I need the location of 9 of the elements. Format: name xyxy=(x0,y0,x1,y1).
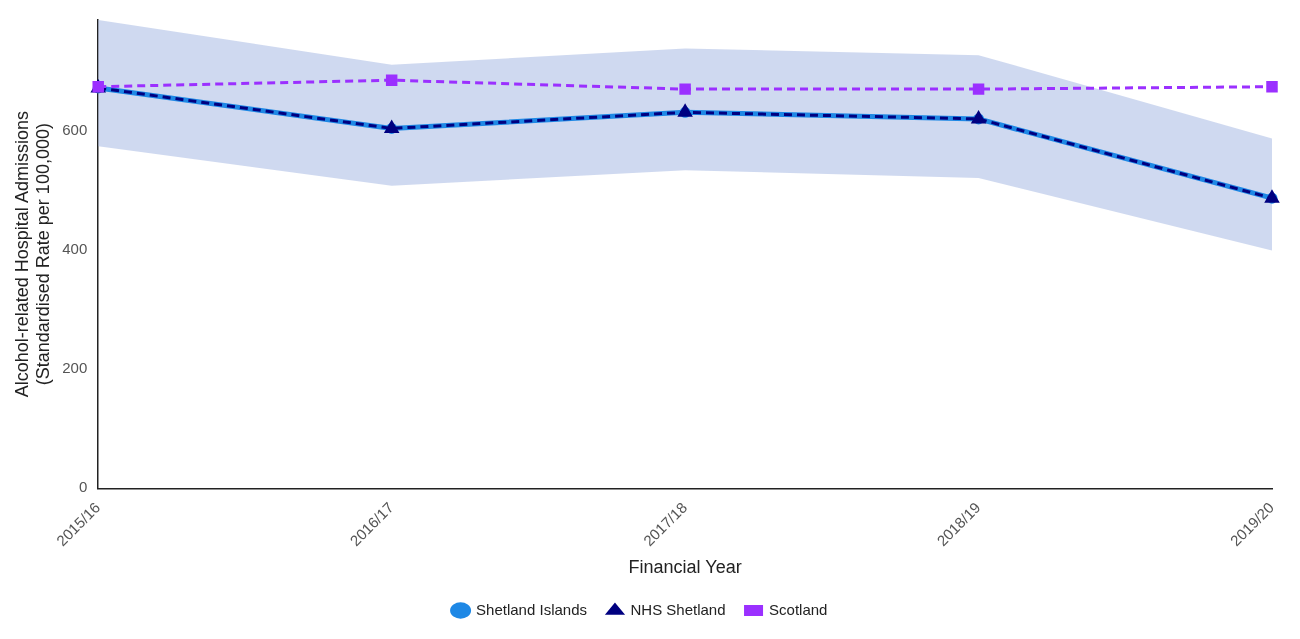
y-tick-label: 600 xyxy=(62,120,88,138)
y-tick-label: 0 xyxy=(78,478,88,496)
legend-label: Shetland Islands xyxy=(476,600,587,618)
y-axis-title: Alcohol-related Hospital Admissions (Standardised Rate per 100,000) xyxy=(11,111,54,398)
y-tick-label: 400 xyxy=(62,240,88,258)
x-axis-title: Financial Year xyxy=(628,557,742,578)
legend-label: Scotland xyxy=(769,600,828,618)
y-tick-label: 200 xyxy=(62,359,88,377)
legend-label: NHS Shetland xyxy=(630,600,726,618)
